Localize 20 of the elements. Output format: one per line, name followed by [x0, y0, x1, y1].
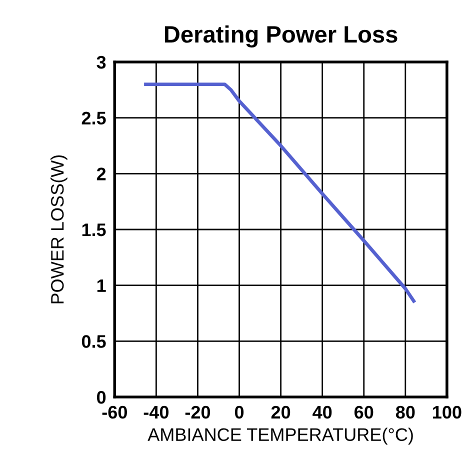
x-tick-label: 60 [354, 406, 374, 419]
x-tick-label: -40 [144, 406, 169, 419]
x-tick-label: 80 [396, 406, 415, 419]
y-axis-title: POWER LOSS(W) [50, 155, 68, 304]
line-series [144, 82, 416, 303]
y-tick-label: 1.5 [82, 224, 106, 236]
y-tick-label: 2.5 [82, 112, 106, 125]
x-tick-label: 20 [271, 406, 290, 419]
y-tick-label: 3 [96, 56, 106, 69]
x-tick-label: 0 [234, 406, 244, 419]
x-tick-label: -60 [102, 406, 127, 419]
y-tick-label: 2 [96, 168, 106, 180]
x-tick-label: 40 [312, 406, 332, 419]
y-tick-label: 0 [97, 390, 106, 404]
y-tick-label: 0.5 [82, 335, 106, 348]
x-tick-label: -20 [185, 406, 210, 419]
y-tick-label: 1 [97, 279, 106, 292]
x-axis-title: AMBIANCE TEMPERATURE(°C) [148, 428, 413, 445]
x-tick-label: 100 [433, 406, 462, 419]
chart-title: Derating Power Loss [164, 25, 398, 48]
